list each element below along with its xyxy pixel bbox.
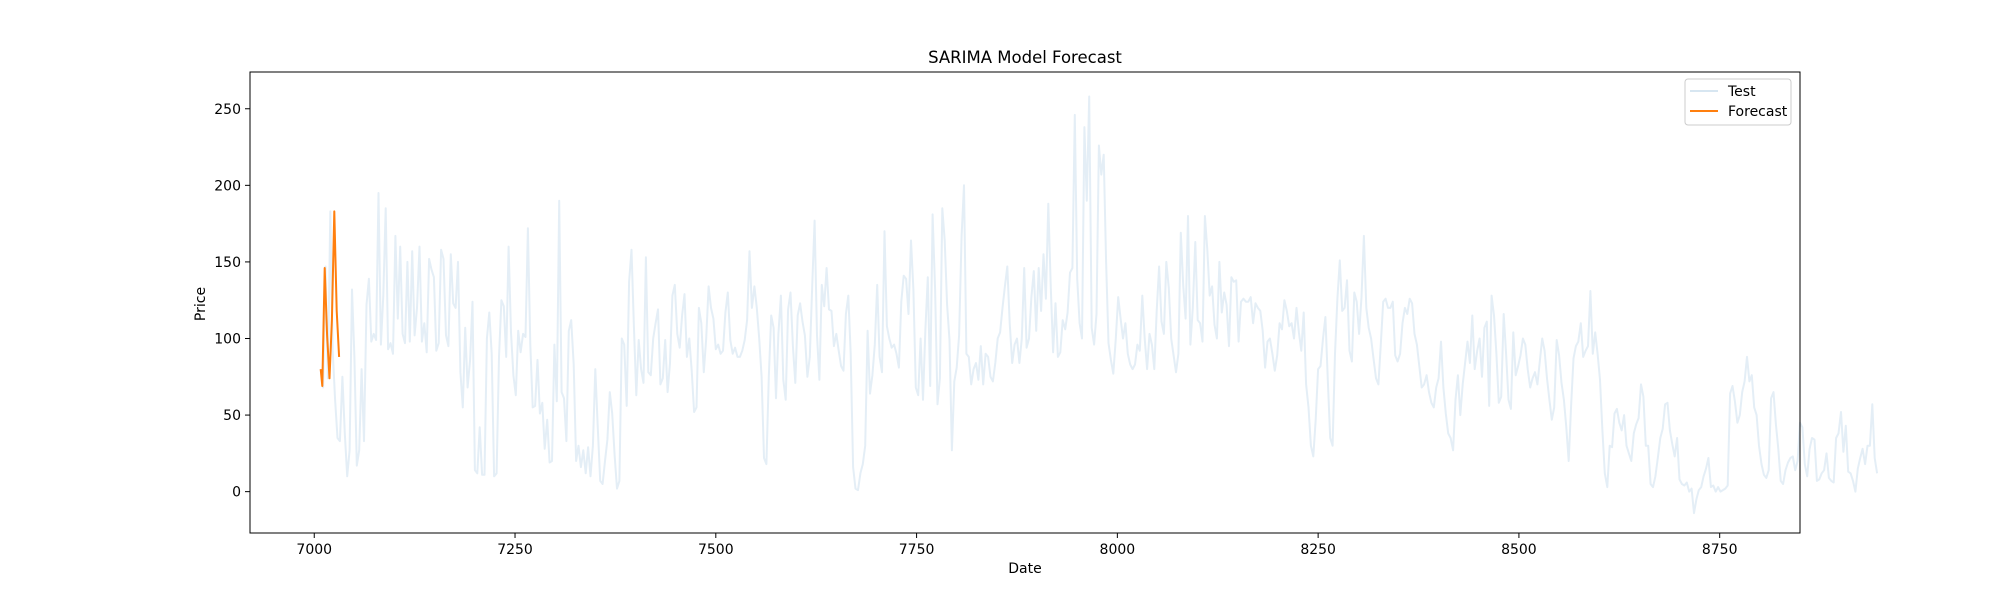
y-tick-label: 150 xyxy=(214,255,241,271)
plot-area xyxy=(250,72,1800,533)
x-tick-label: 7750 xyxy=(899,542,935,558)
x-tick-label: 8000 xyxy=(1100,542,1136,558)
x-tick-label: 7500 xyxy=(698,542,734,558)
y-tick-label: 0 xyxy=(232,485,241,501)
series-line-test xyxy=(319,95,1879,515)
x-tick-label: 8750 xyxy=(1702,542,1738,558)
y-tick-label: 200 xyxy=(214,178,241,194)
plot-frame xyxy=(249,71,1801,534)
x-axis-label: Date xyxy=(1008,561,1041,577)
y-tick-label: 50 xyxy=(223,408,241,424)
x-tick-label: 7250 xyxy=(497,542,533,558)
x-tick-label: 8250 xyxy=(1300,542,1336,558)
chart-title: SARIMA Model Forecast xyxy=(928,48,1122,67)
y-tick-label: 250 xyxy=(214,102,241,118)
y-axis: 0 50 100 150 200 250 xyxy=(214,102,250,501)
x-tick-label: 7000 xyxy=(296,542,332,558)
y-axis-label: Price xyxy=(193,287,209,321)
series-layer xyxy=(319,95,1879,515)
legend-label-forecast: Forecast xyxy=(1728,104,1788,120)
legend-box xyxy=(1684,78,1792,126)
series-line-forecast xyxy=(319,210,341,387)
legend-label-test: Test xyxy=(1727,84,1756,100)
y-tick-label: 100 xyxy=(214,331,241,347)
x-axis: 7000 7250 7500 7750 8000 8250 8500 8750 xyxy=(296,533,1738,558)
legend: Test Forecast xyxy=(1684,78,1792,126)
x-tick-label: 8500 xyxy=(1501,542,1537,558)
